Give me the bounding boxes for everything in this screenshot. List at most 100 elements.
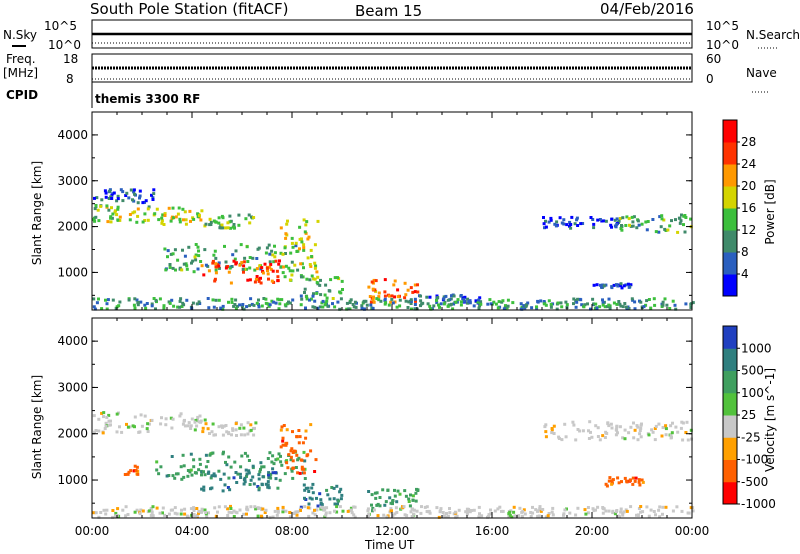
velocity-cell	[618, 425, 622, 429]
power-cell	[224, 266, 228, 270]
power-cell	[131, 211, 135, 215]
power-cell	[396, 295, 400, 299]
velocity-cell	[141, 509, 145, 513]
power-cell	[234, 262, 238, 266]
velocity-cell	[138, 510, 141, 514]
velocity-cell	[203, 418, 207, 422]
power-cell	[354, 305, 358, 309]
velocity-cell	[192, 509, 196, 512]
velocity-cell	[637, 478, 641, 482]
freq-tick-bottom: 8	[66, 72, 74, 86]
power-cell	[620, 286, 624, 290]
power-cell	[127, 298, 131, 302]
power-cell	[586, 302, 589, 306]
velocity-cell	[304, 429, 308, 433]
velocity-cell	[304, 486, 308, 490]
power-cell	[104, 191, 108, 195]
velocity-cell	[227, 510, 231, 514]
velocity-cell	[200, 487, 204, 491]
power-cell	[572, 297, 576, 301]
power-cell	[291, 269, 295, 273]
velocity-cell	[197, 468, 201, 472]
velocity-cell	[689, 428, 693, 432]
velocity-cell	[242, 512, 246, 516]
xtick-label: 16:00	[475, 524, 510, 538]
velocity-cell	[253, 426, 256, 430]
velocity-cell	[249, 505, 253, 509]
power-cell	[437, 303, 440, 307]
power-cell	[259, 281, 263, 285]
velocity-cell	[219, 477, 223, 481]
velocity-cell	[295, 435, 299, 439]
velocity-cell	[552, 432, 556, 435]
power-cell	[436, 296, 440, 299]
power-cell	[214, 262, 218, 266]
velocity-cell	[120, 430, 124, 434]
power-cell	[154, 307, 157, 311]
velocity-cell	[306, 506, 310, 510]
velocity-cell	[544, 435, 548, 439]
power-cell	[435, 301, 439, 305]
velocity-cell	[256, 506, 260, 510]
power-cell	[94, 215, 98, 219]
velocity-cell	[139, 508, 143, 512]
power-cell	[689, 217, 693, 221]
velocity-cell	[293, 449, 297, 453]
power-cell	[253, 280, 257, 284]
power-cell	[109, 220, 113, 224]
velocity-cell	[291, 451, 295, 454]
velocity-cell	[189, 507, 193, 511]
power-cell	[178, 220, 182, 224]
power-ytick-label: 1000	[57, 265, 88, 279]
power-cell	[106, 220, 110, 224]
power-cell	[601, 283, 605, 287]
power-cell	[270, 249, 274, 253]
power-cell	[278, 259, 281, 263]
velocity-cell	[625, 509, 629, 513]
power-cell	[407, 300, 411, 304]
power-cell	[369, 300, 373, 304]
power-cell	[212, 219, 216, 223]
power-cell	[220, 223, 224, 227]
power-cell	[336, 276, 340, 280]
velocity-cell	[271, 471, 275, 475]
velocity-cell	[178, 414, 182, 418]
nsky-tick-bottom: 10^0	[48, 38, 81, 52]
velocity-cell	[186, 469, 190, 472]
velocity-cell	[550, 510, 554, 514]
velocity-cell	[281, 505, 285, 509]
velocity-cell	[557, 437, 561, 440]
velocity-cell	[243, 433, 247, 437]
power-cell	[456, 298, 460, 302]
velocity-cell	[325, 506, 329, 510]
power-cell	[388, 294, 391, 298]
power-cell	[173, 248, 177, 252]
velocity-cell	[253, 505, 257, 509]
power-cell	[627, 307, 631, 310]
velocity-cell	[615, 428, 619, 432]
velocity-cell	[259, 461, 263, 465]
velocity-cell	[513, 514, 517, 518]
velocity-cell	[278, 478, 282, 482]
power-cell	[143, 303, 147, 307]
power-cell	[227, 300, 230, 304]
velocity-cell	[661, 512, 664, 516]
power-cell	[275, 269, 279, 273]
velocity-cell	[501, 509, 505, 513]
velocity-cell	[307, 514, 311, 518]
power-cell	[640, 222, 644, 226]
power-cell	[228, 266, 232, 270]
velocity-cell	[268, 473, 272, 477]
power-cell	[392, 283, 396, 287]
velocity-cell	[202, 488, 206, 492]
velocity-cell	[596, 426, 600, 430]
power-cell	[174, 215, 178, 219]
velocity-cell	[638, 429, 642, 432]
power-cell	[318, 283, 322, 287]
power-cell	[319, 278, 322, 282]
velocity-cell	[267, 475, 271, 479]
power-cell	[209, 223, 213, 226]
power-cell	[239, 243, 243, 247]
velocity-cell	[523, 512, 527, 516]
velocity-cell	[183, 512, 187, 516]
